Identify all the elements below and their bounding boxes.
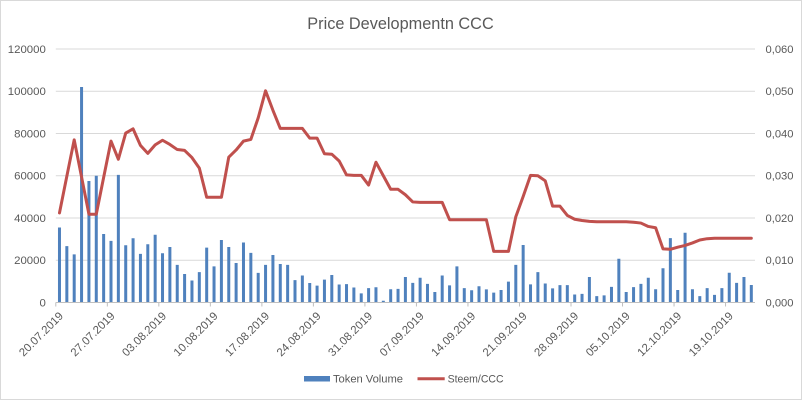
svg-text:0,020: 0,020: [766, 213, 794, 225]
svg-text:Token Volume: Token Volume: [333, 374, 403, 386]
svg-text:80000: 80000: [14, 128, 46, 140]
svg-text:20000: 20000: [14, 255, 46, 267]
svg-text:Price Developmentn CCC: Price Developmentn CCC: [307, 15, 494, 33]
svg-text:100000: 100000: [8, 86, 46, 98]
svg-text:0: 0: [39, 297, 45, 309]
svg-text:120000: 120000: [8, 44, 46, 56]
svg-text:0,050: 0,050: [766, 86, 794, 98]
svg-text:0,010: 0,010: [766, 255, 794, 267]
svg-text:0,000: 0,000: [766, 297, 794, 309]
svg-text:Steem/CCC: Steem/CCC: [448, 374, 504, 386]
svg-text:40000: 40000: [14, 213, 46, 225]
svg-text:0,040: 0,040: [766, 128, 794, 140]
svg-text:60000: 60000: [14, 171, 46, 183]
svg-text:0,030: 0,030: [766, 171, 794, 183]
svg-text:0,060: 0,060: [766, 44, 794, 56]
